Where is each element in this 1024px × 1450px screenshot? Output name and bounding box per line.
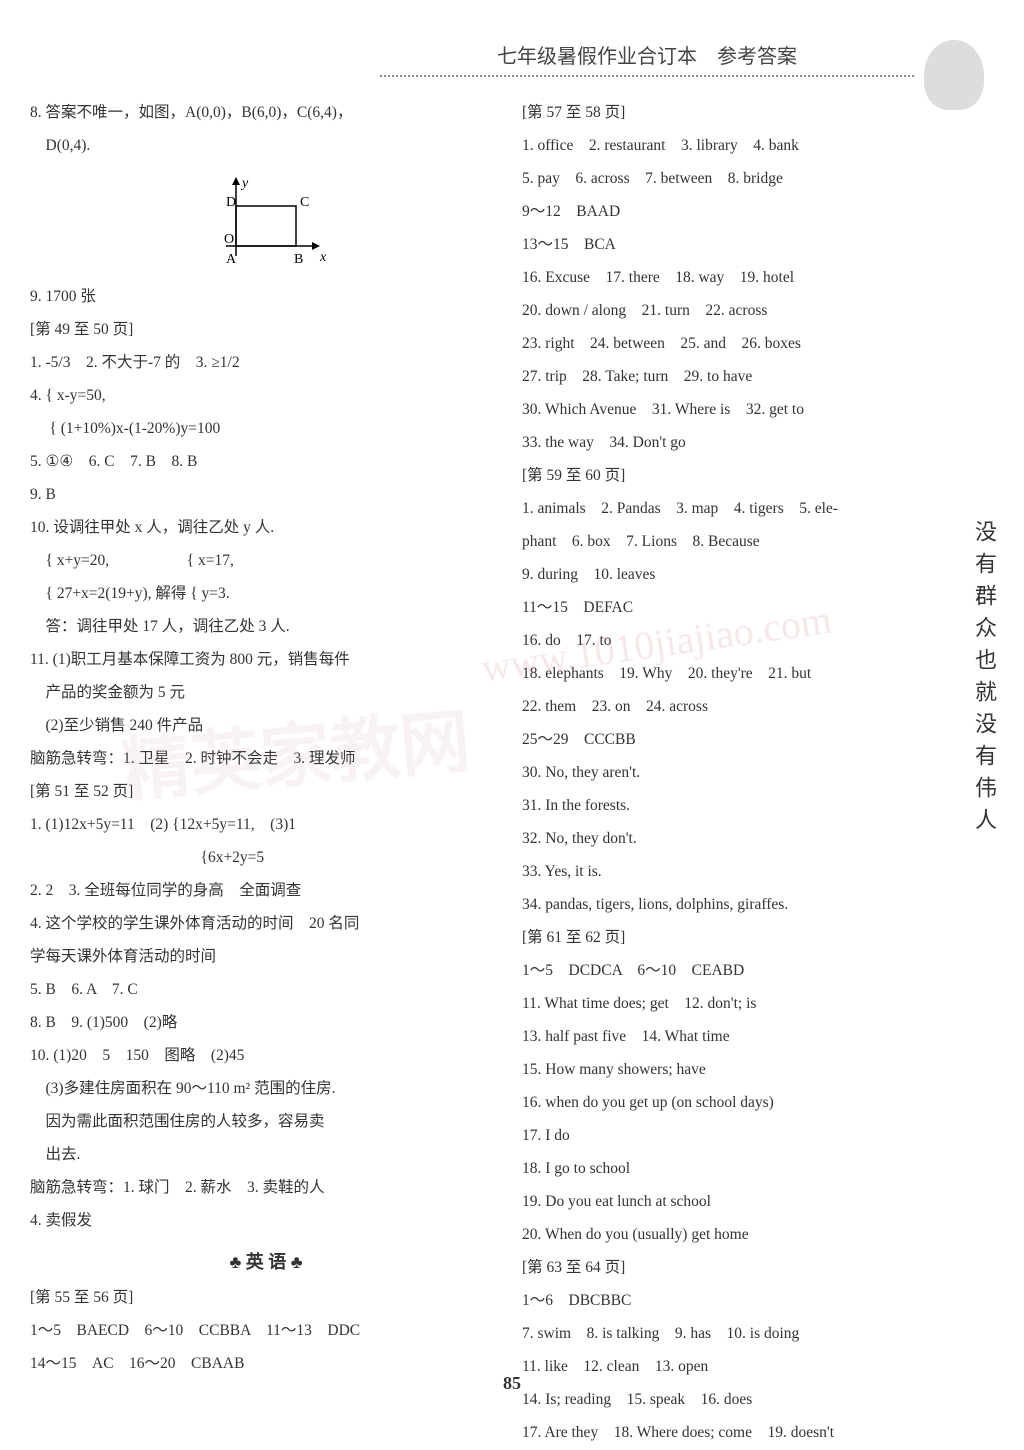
answer-line: 1. office 2. restaurant 3. library 4. ba… bbox=[522, 130, 994, 161]
answer-line: 脑筋急转弯：1. 卫星 2. 时钟不会走 3. 理发师 bbox=[30, 743, 502, 774]
answer-line: 1～5 DCDCA 6～10 CEABD bbox=[522, 955, 994, 986]
answer-line: 4. 这个学校的学生课外体育活动的时间 20 名同 bbox=[30, 908, 502, 939]
answer-line: 20. When do you (usually) get home bbox=[522, 1219, 994, 1250]
answer-line: 30. No, they aren't. bbox=[522, 757, 994, 788]
answer-line: [第 57 至 58 页] bbox=[522, 97, 994, 128]
side-quote: 没有群众也就没有伟人 bbox=[968, 520, 1000, 840]
answer-line: 33. Yes, it is. bbox=[522, 856, 994, 887]
coordinate-diagram: D C O A B y x bbox=[186, 171, 346, 271]
answer-line: 5. pay 6. across 7. between 8. bridge bbox=[522, 163, 994, 194]
answer-line: 学每天课外体育活动的时间 bbox=[30, 941, 502, 972]
answer-line: 9. 1700 张 bbox=[30, 281, 502, 312]
answer-line: 1. animals 2. Pandas 3. map 4. tigers 5.… bbox=[522, 493, 994, 524]
answer-line: 13. half past five 14. What time bbox=[522, 1021, 994, 1052]
english-section-title: ♣ 英 语 ♣ bbox=[30, 1244, 502, 1280]
svg-text:C: C bbox=[300, 195, 309, 210]
answer-line: 16. do 17. to bbox=[522, 625, 994, 656]
answer-line: 18. elephants 19. Why 20. they're 21. bu… bbox=[522, 658, 994, 689]
answer-line: (2)至少销售 240 件产品 bbox=[30, 710, 502, 741]
answer-line: 17. I do bbox=[522, 1120, 994, 1151]
answer-line: D(0,4). bbox=[30, 130, 502, 161]
answer-line: [第 61 至 62 页] bbox=[522, 922, 994, 953]
answer-line: 1～6 DBCBBC bbox=[522, 1285, 994, 1316]
answer-line: 18. I go to school bbox=[522, 1153, 994, 1184]
answer-line: 出去. bbox=[30, 1139, 502, 1170]
mascot-icon bbox=[924, 40, 984, 110]
answer-line: 13～15 BCA bbox=[522, 229, 994, 260]
answer-line: 27. trip 28. Take; turn 29. to have bbox=[522, 361, 994, 392]
answer-line: {6x+2y=5 bbox=[30, 842, 502, 873]
answer-line: 4. 卖假发 bbox=[30, 1205, 502, 1236]
answer-line: 10. (1)20 5 150 图略 (2)45 bbox=[30, 1040, 502, 1071]
answer-line: 11. like 12. clean 13. open bbox=[522, 1351, 994, 1382]
answer-line: 9. during 10. leaves bbox=[522, 559, 994, 590]
answer-line: 1. (1)12x+5y=11 (2) {12x+5y=11, (3)1 bbox=[30, 809, 502, 840]
answer-line: 11～15 DEFAC bbox=[522, 592, 994, 623]
svg-text:O: O bbox=[224, 232, 234, 247]
answer-line: [第 55 至 56 页] bbox=[30, 1282, 502, 1313]
answer-line: phant 6. box 7. Lions 8. Because bbox=[522, 526, 994, 557]
answer-line: 17. Are they 18. Where does; come 19. do… bbox=[522, 1417, 994, 1448]
answer-line: 11. (1)职工月基本保障工资为 800 元，销售每件 bbox=[30, 644, 502, 675]
answer-line: 答：调往甲处 17 人，调往乙处 3 人. bbox=[30, 611, 502, 642]
svg-text:D: D bbox=[226, 195, 236, 210]
answer-line: 32. No, they don't. bbox=[522, 823, 994, 854]
svg-text:B: B bbox=[294, 252, 303, 267]
answer-line: 14～15 AC 16～20 CBAAB bbox=[30, 1348, 502, 1379]
answer-line: 30. Which Avenue 31. Where is 32. get to bbox=[522, 394, 994, 425]
svg-text:x: x bbox=[319, 250, 327, 265]
answer-line: 产品的奖金额为 5 元 bbox=[30, 677, 502, 708]
answer-line: 1. -5/3 2. 不大于-7 的 3. ≥1/2 bbox=[30, 347, 502, 378]
answer-line: 因为需此面积范围住房的人较多，容易卖 bbox=[30, 1106, 502, 1137]
answer-line: 22. them 23. on 24. across bbox=[522, 691, 994, 722]
answer-line: 5. ①④ 6. C 7. B 8. B bbox=[30, 446, 502, 477]
answer-line: { x+y=20, { x=17, bbox=[30, 545, 502, 576]
answer-line: 19. Do you eat lunch at school bbox=[522, 1186, 994, 1217]
answer-line: 5. B 6. A 7. C bbox=[30, 974, 502, 1005]
answer-line: 9～12 BAAD bbox=[522, 196, 994, 227]
answer-line: 脑筋急转弯：1. 球门 2. 薪水 3. 卖鞋的人 bbox=[30, 1172, 502, 1203]
answer-line: 20. down / along 21. turn 22. across bbox=[522, 295, 994, 326]
answer-line: 8. 答案不唯一，如图，A(0,0)，B(6,0)，C(6,4)， bbox=[30, 97, 502, 128]
answer-line: [第 51 至 52 页] bbox=[30, 776, 502, 807]
answer-line: { 27+x=2(19+y), 解得 { y=3. bbox=[30, 578, 502, 609]
page-header: 七年级暑假作业合订本 参考答案 bbox=[380, 40, 914, 77]
answer-line: (3)多建住房面积在 90～110 m² 范围的住房. bbox=[30, 1073, 502, 1104]
answer-line: 23. right 24. between 25. and 26. boxes bbox=[522, 328, 994, 359]
right-column: [第 57 至 58 页]1. office 2. restaurant 3. … bbox=[522, 97, 994, 1450]
answer-line: 16. when do you get up (on school days) bbox=[522, 1087, 994, 1118]
svg-text:A: A bbox=[226, 252, 237, 267]
answer-line: [第 63 至 64 页] bbox=[522, 1252, 994, 1283]
answer-line: 1～5 BAECD 6～10 CCBBA 11～13 DDC bbox=[30, 1315, 502, 1346]
answer-line: 4. { x-y=50, bbox=[30, 380, 502, 411]
answer-line: 10. 设调往甲处 x 人，调往乙处 y 人. bbox=[30, 512, 502, 543]
answer-line: 7. swim 8. is talking 9. has 10. is doin… bbox=[522, 1318, 994, 1349]
left-column: 8. 答案不唯一，如图，A(0,0)，B(6,0)，C(6,4)， D(0,4)… bbox=[30, 97, 502, 1450]
answer-line: 33. the way 34. Don't go bbox=[522, 427, 994, 458]
content-columns: 8. 答案不唯一，如图，A(0,0)，B(6,0)，C(6,4)， D(0,4)… bbox=[30, 97, 994, 1450]
answer-line: 11. What time does; get 12. don't; is bbox=[522, 988, 994, 1019]
answer-line: [第 59 至 60 页] bbox=[522, 460, 994, 491]
answer-line: 8. B 9. (1)500 (2)略 bbox=[30, 1007, 502, 1038]
answer-line: 16. Excuse 17. there 18. way 19. hotel bbox=[522, 262, 994, 293]
answer-line: 14. Is; reading 15. speak 16. does bbox=[522, 1384, 994, 1415]
answer-line: [第 49 至 50 页] bbox=[30, 314, 502, 345]
answer-line: 34. pandas, tigers, lions, dolphins, gir… bbox=[522, 889, 994, 920]
answer-line: { (1+10%)x-(1-20%)y=100 bbox=[30, 413, 502, 444]
answer-line: 31. In the forests. bbox=[522, 790, 994, 821]
svg-text:y: y bbox=[240, 176, 249, 191]
answer-line: 9. B bbox=[30, 479, 502, 510]
answer-line: 2. 2 3. 全班每位同学的身高 全面调查 bbox=[30, 875, 502, 906]
answer-line: 15. How many showers; have bbox=[522, 1054, 994, 1085]
page-number: 85 bbox=[503, 1373, 521, 1394]
answer-line: 25～29 CCCBB bbox=[522, 724, 994, 755]
